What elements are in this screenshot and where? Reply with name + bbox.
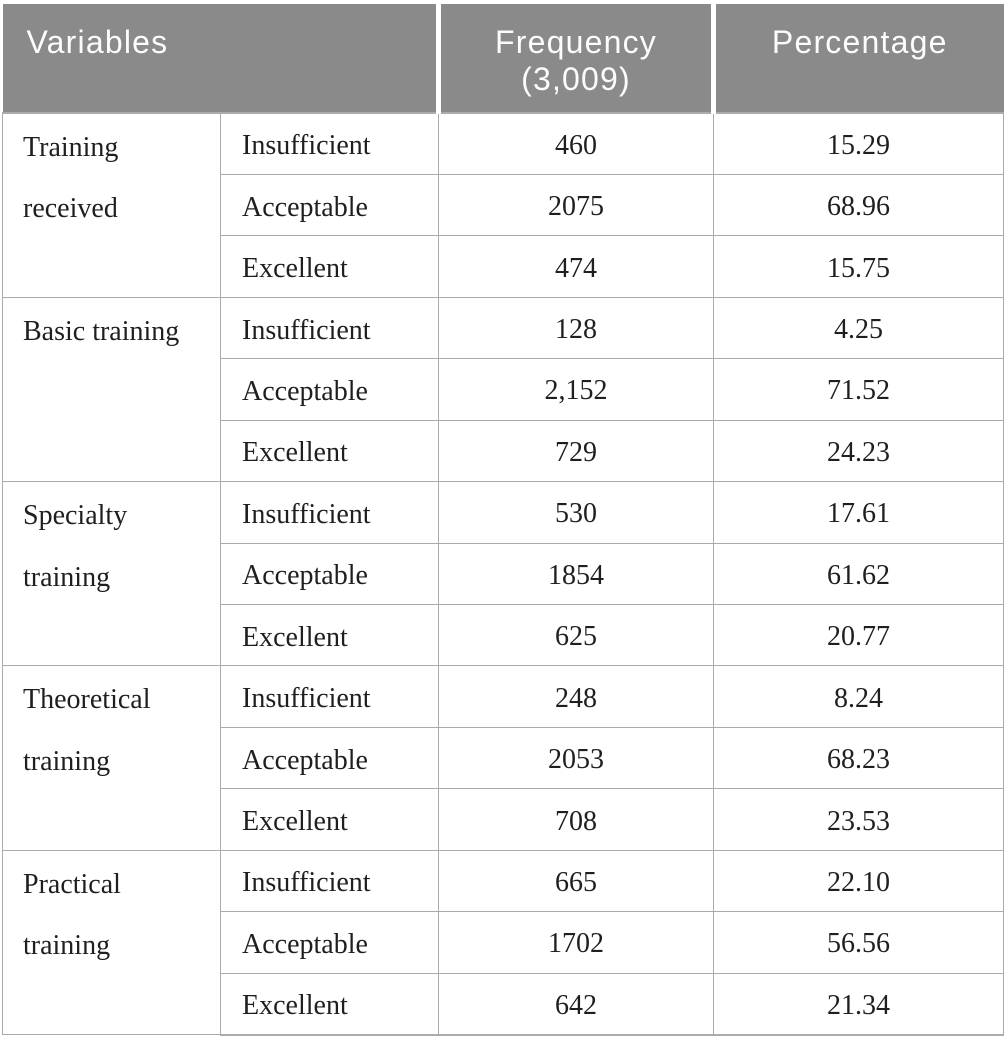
frequency-cell: 1702 bbox=[438, 911, 714, 974]
group-label-training-received: Training received bbox=[2, 112, 221, 298]
frequency-cell: 2075 bbox=[438, 173, 714, 237]
level-cell: Excellent bbox=[220, 235, 439, 298]
table-row: Excellent 708 23.53 bbox=[3, 788, 1004, 851]
table-row: Theoretical training Insufficient 248 8.… bbox=[2, 665, 1004, 851]
table-row: Excellent 625 20.77 bbox=[3, 603, 1004, 667]
frequency-cell: 708 bbox=[438, 788, 714, 851]
level-cell: Acceptable bbox=[220, 542, 439, 606]
percentage-cell: 15.29 bbox=[713, 112, 1004, 175]
percentage-cell: 24.23 bbox=[713, 419, 1004, 483]
frequency-cell: 729 bbox=[438, 419, 714, 483]
table-row: Specialty training Insufficient 530 17.6… bbox=[2, 481, 1004, 667]
percentage-cell: 56.56 bbox=[713, 911, 1004, 974]
frequency-cell: 665 bbox=[438, 849, 714, 913]
level-cell: Acceptable bbox=[220, 911, 439, 974]
frequency-cell: 625 bbox=[438, 603, 714, 667]
percentage-cell: 61.62 bbox=[713, 542, 1004, 606]
frequency-cell: 128 bbox=[438, 296, 714, 360]
percentage-cell: 21.34 bbox=[713, 972, 1004, 1036]
group-label-specialty-training: Specialty training bbox=[2, 481, 221, 667]
table-row: Excellent 642 21.34 bbox=[3, 972, 1004, 1036]
header-row: Variables Frequency (3,009) Percentage bbox=[2, 4, 1004, 114]
table-row: Acceptable 1702 56.56 bbox=[3, 911, 1004, 974]
level-cell: Excellent bbox=[220, 972, 439, 1036]
page: Variables Frequency (3,009) Percentage T… bbox=[0, 4, 1005, 1053]
frequency-cell: 2053 bbox=[438, 726, 714, 790]
percentage-cell: 20.77 bbox=[713, 603, 1004, 667]
group-label-practical-training: Practical training bbox=[2, 849, 221, 1036]
header-frequency-total: (3,009) bbox=[521, 61, 631, 97]
header-frequency: Frequency (3,009) bbox=[436, 4, 714, 114]
level-cell: Insufficient bbox=[220, 296, 439, 360]
percentage-cell: 23.53 bbox=[713, 788, 1004, 851]
level-cell: Excellent bbox=[220, 419, 439, 483]
percentage-cell: 4.25 bbox=[713, 296, 1004, 360]
table-row: Acceptable 2053 68.23 bbox=[3, 726, 1004, 790]
percentage-cell: 22.10 bbox=[713, 849, 1004, 913]
frequency-cell: 460 bbox=[438, 112, 714, 175]
frequency-table: Variables Frequency (3,009) Percentage T… bbox=[2, 4, 1004, 1036]
table-row: Excellent 474 15.75 bbox=[3, 235, 1004, 298]
level-cell: Acceptable bbox=[220, 358, 439, 421]
percentage-cell: 15.75 bbox=[713, 235, 1004, 298]
table-row: Practical training Insufficient 665 22.1… bbox=[2, 849, 1004, 1036]
percentage-cell: 68.96 bbox=[713, 173, 1004, 237]
table-row: Training received Insufficient 460 15.29 bbox=[2, 112, 1004, 298]
table-row: Excellent 729 24.23 bbox=[3, 419, 1004, 483]
level-cell: Insufficient bbox=[220, 849, 439, 913]
percentage-cell: 71.52 bbox=[713, 358, 1004, 421]
header-variables: Variables bbox=[2, 4, 439, 114]
percentage-cell: 17.61 bbox=[713, 481, 1004, 544]
frequency-cell: 642 bbox=[438, 972, 714, 1036]
header-percentage: Percentage bbox=[711, 4, 1004, 114]
header-frequency-label: Frequency bbox=[495, 24, 657, 60]
level-cell: Insufficient bbox=[220, 665, 439, 728]
frequency-cell: 2,152 bbox=[438, 358, 714, 421]
level-cell: Insufficient bbox=[220, 112, 439, 175]
level-cell: Acceptable bbox=[220, 726, 439, 790]
table-row: Acceptable 2,152 71.52 bbox=[3, 358, 1004, 421]
frequency-cell: 530 bbox=[438, 481, 714, 544]
percentage-cell: 8.24 bbox=[713, 665, 1004, 728]
frequency-cell: 474 bbox=[438, 235, 714, 298]
group-label-basic-training: Basic training bbox=[2, 296, 221, 483]
group-label-theoretical-training: Theoretical training bbox=[2, 665, 221, 851]
level-cell: Acceptable bbox=[220, 173, 439, 237]
level-cell: Excellent bbox=[220, 603, 439, 667]
percentage-cell: 68.23 bbox=[713, 726, 1004, 790]
level-cell: Excellent bbox=[220, 788, 439, 851]
table-row: Basic training Insufficient 128 4.25 bbox=[2, 296, 1004, 483]
frequency-cell: 1854 bbox=[438, 542, 714, 606]
frequency-cell: 248 bbox=[438, 665, 714, 728]
table-row: Acceptable 2075 68.96 bbox=[3, 173, 1004, 237]
level-cell: Insufficient bbox=[220, 481, 439, 544]
